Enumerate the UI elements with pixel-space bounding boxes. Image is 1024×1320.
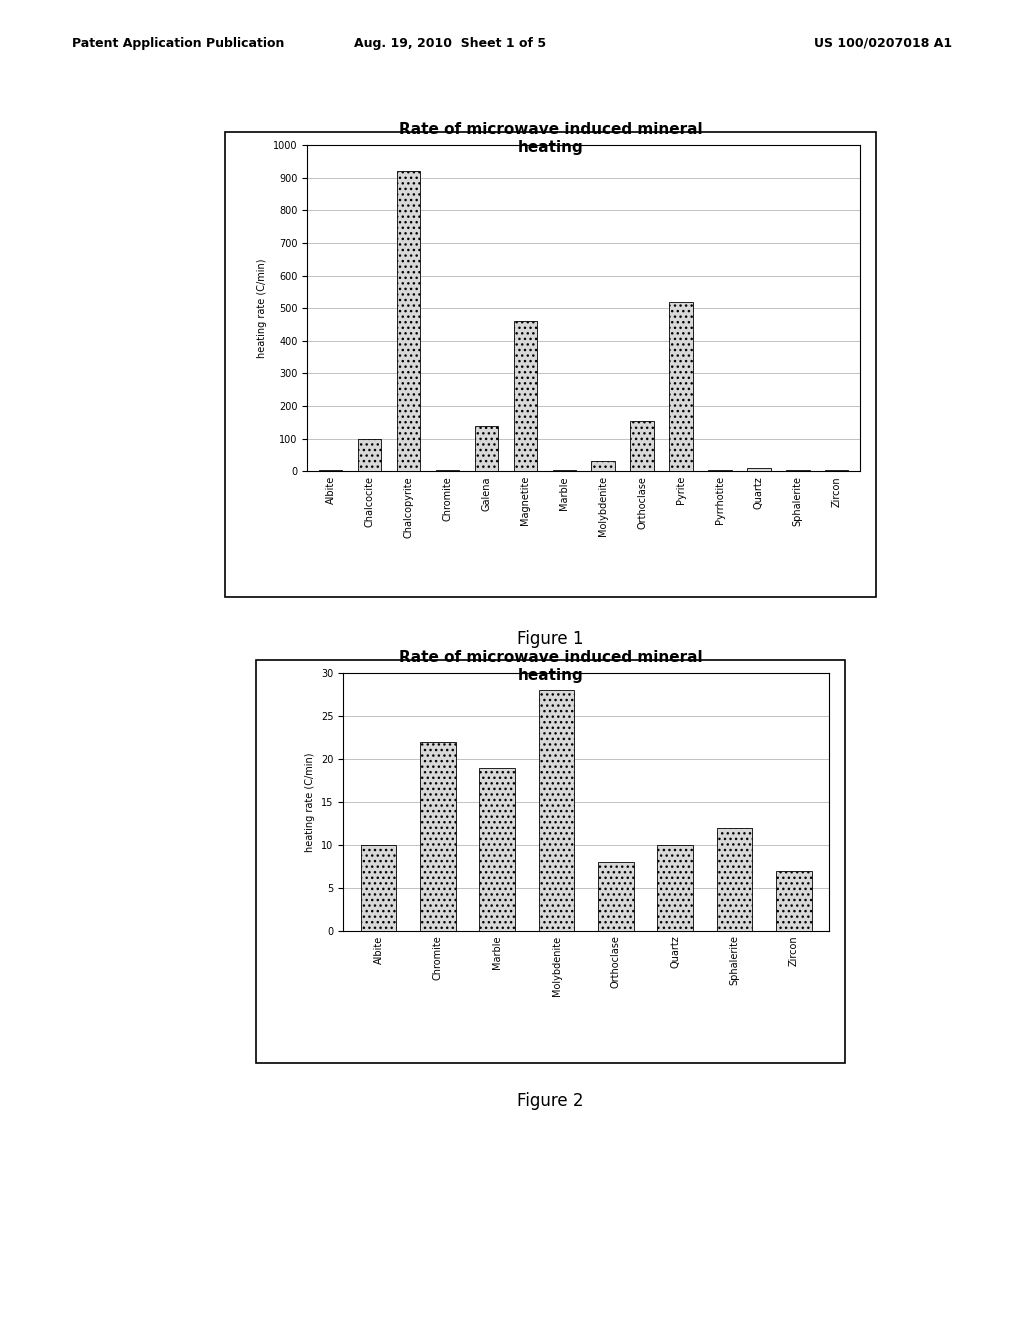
Bar xyxy=(435,470,459,471)
Bar xyxy=(360,845,396,931)
Text: Rate of microwave induced mineral
heating: Rate of microwave induced mineral heatin… xyxy=(398,123,702,154)
Bar xyxy=(657,845,693,931)
Bar xyxy=(717,828,753,931)
Bar xyxy=(786,470,810,471)
Bar xyxy=(420,742,456,931)
Bar xyxy=(514,321,537,471)
Bar xyxy=(357,438,381,471)
Bar xyxy=(631,421,653,471)
Bar xyxy=(539,690,574,931)
Bar xyxy=(748,469,771,471)
Bar xyxy=(670,302,692,471)
Text: Figure 1: Figure 1 xyxy=(517,630,584,648)
Text: Aug. 19, 2010  Sheet 1 of 5: Aug. 19, 2010 Sheet 1 of 5 xyxy=(354,37,547,50)
Y-axis label: heating rate (C/min): heating rate (C/min) xyxy=(305,752,315,851)
Bar xyxy=(553,470,575,471)
Bar xyxy=(479,768,515,931)
Text: Patent Application Publication: Patent Application Publication xyxy=(72,37,284,50)
Bar xyxy=(396,172,420,471)
Text: Rate of microwave induced mineral
heating: Rate of microwave induced mineral heatin… xyxy=(398,651,702,682)
Bar xyxy=(598,862,634,931)
Bar xyxy=(475,425,498,471)
Text: US 100/0207018 A1: US 100/0207018 A1 xyxy=(814,37,952,50)
Y-axis label: heating rate (C/min): heating rate (C/min) xyxy=(257,259,267,358)
Bar xyxy=(776,871,812,931)
Text: Figure 2: Figure 2 xyxy=(517,1092,584,1110)
Bar xyxy=(592,462,614,471)
